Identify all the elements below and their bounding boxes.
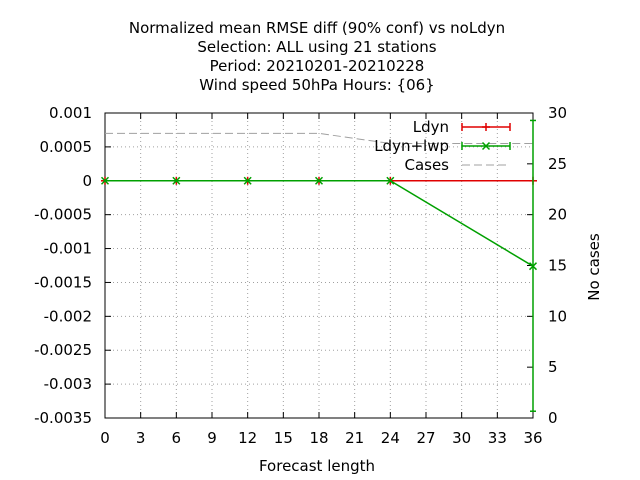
x-tick-label: 6 [172,429,182,447]
y-tick-label: -0.0025 [34,341,92,359]
x-tick-label: 12 [238,429,257,447]
x-tick-label: 0 [100,429,110,447]
x-tick-label: 9 [207,429,217,447]
y2-axis-label: No cases [585,233,603,301]
y-tick-label: -0.0005 [34,206,92,224]
y-tick-label: -0.0015 [34,273,92,291]
y-tick-labels: 0.001 0.0005 0 -0.0005 -0.001 -0.0015 -0.002 -0… [34,104,92,427]
title-line: Selection: ALL using 21 stations [197,38,436,56]
x-tick-labels: 0 3 6 9 12 15 18 21 24 27 30 33 36 [100,429,542,447]
title-line: Period: 20210201-20210228 [210,57,425,75]
y2-tick-label: 30 [548,104,567,122]
x-tick-label: 24 [381,429,400,447]
series [100,119,538,412]
y2-tick-label: 10 [548,307,567,325]
y-tick-label: 0.001 [49,104,92,122]
y-tick-label: 0.0005 [40,138,93,156]
y-tick-label: 0 [82,172,92,190]
x-tick-label: 33 [488,429,507,447]
y2-tick-labels: 0 5 10 15 20 25 30 [548,104,567,427]
x-tick-label: 3 [136,429,146,447]
y2-tick-label: 25 [548,155,567,173]
legend-entry: Cases [404,156,510,174]
x-axis-label: Forecast length [259,457,375,475]
title-line: Wind speed 50hPa Hours: {06} [199,76,434,94]
title-line: Normalized mean RMSE diff (90% conf) vs … [129,19,505,37]
chart-title: Normalized mean RMSE diff (90% conf) vs … [129,19,505,94]
y2-tick-label: 20 [548,206,567,224]
legend-label: Ldyn [413,118,449,136]
series-line-ldyn-lwp [105,180,534,267]
y-tick-label: -0.002 [44,307,92,325]
x-tick-label: 15 [274,429,293,447]
x-tick-label: 36 [523,429,542,447]
data-point [243,176,252,185]
legend-entry: Ldyn+lwp [374,137,511,155]
y-tick-label: -0.001 [44,240,92,258]
data-point [100,176,110,185]
y2-tick-label: 0 [548,409,558,427]
y2-tick-label: 15 [548,257,567,275]
y2-tick-label: 5 [548,358,558,376]
data-point [172,176,181,185]
x-tick-label: 27 [416,429,435,447]
data-point [386,176,395,185]
y-tick-label: -0.003 [44,375,92,393]
data-point [528,262,538,271]
legend-entry: Ldyn [413,118,511,136]
legend-label: Cases [404,156,449,174]
legend-label: Ldyn+lwp [374,137,449,155]
y-tick-label: -0.0035 [34,409,92,427]
data-point [314,176,324,185]
x-tick-label: 21 [345,429,364,447]
x-tick-label: 18 [309,429,328,447]
grid [105,113,533,418]
x-tick-label: 30 [452,429,471,447]
